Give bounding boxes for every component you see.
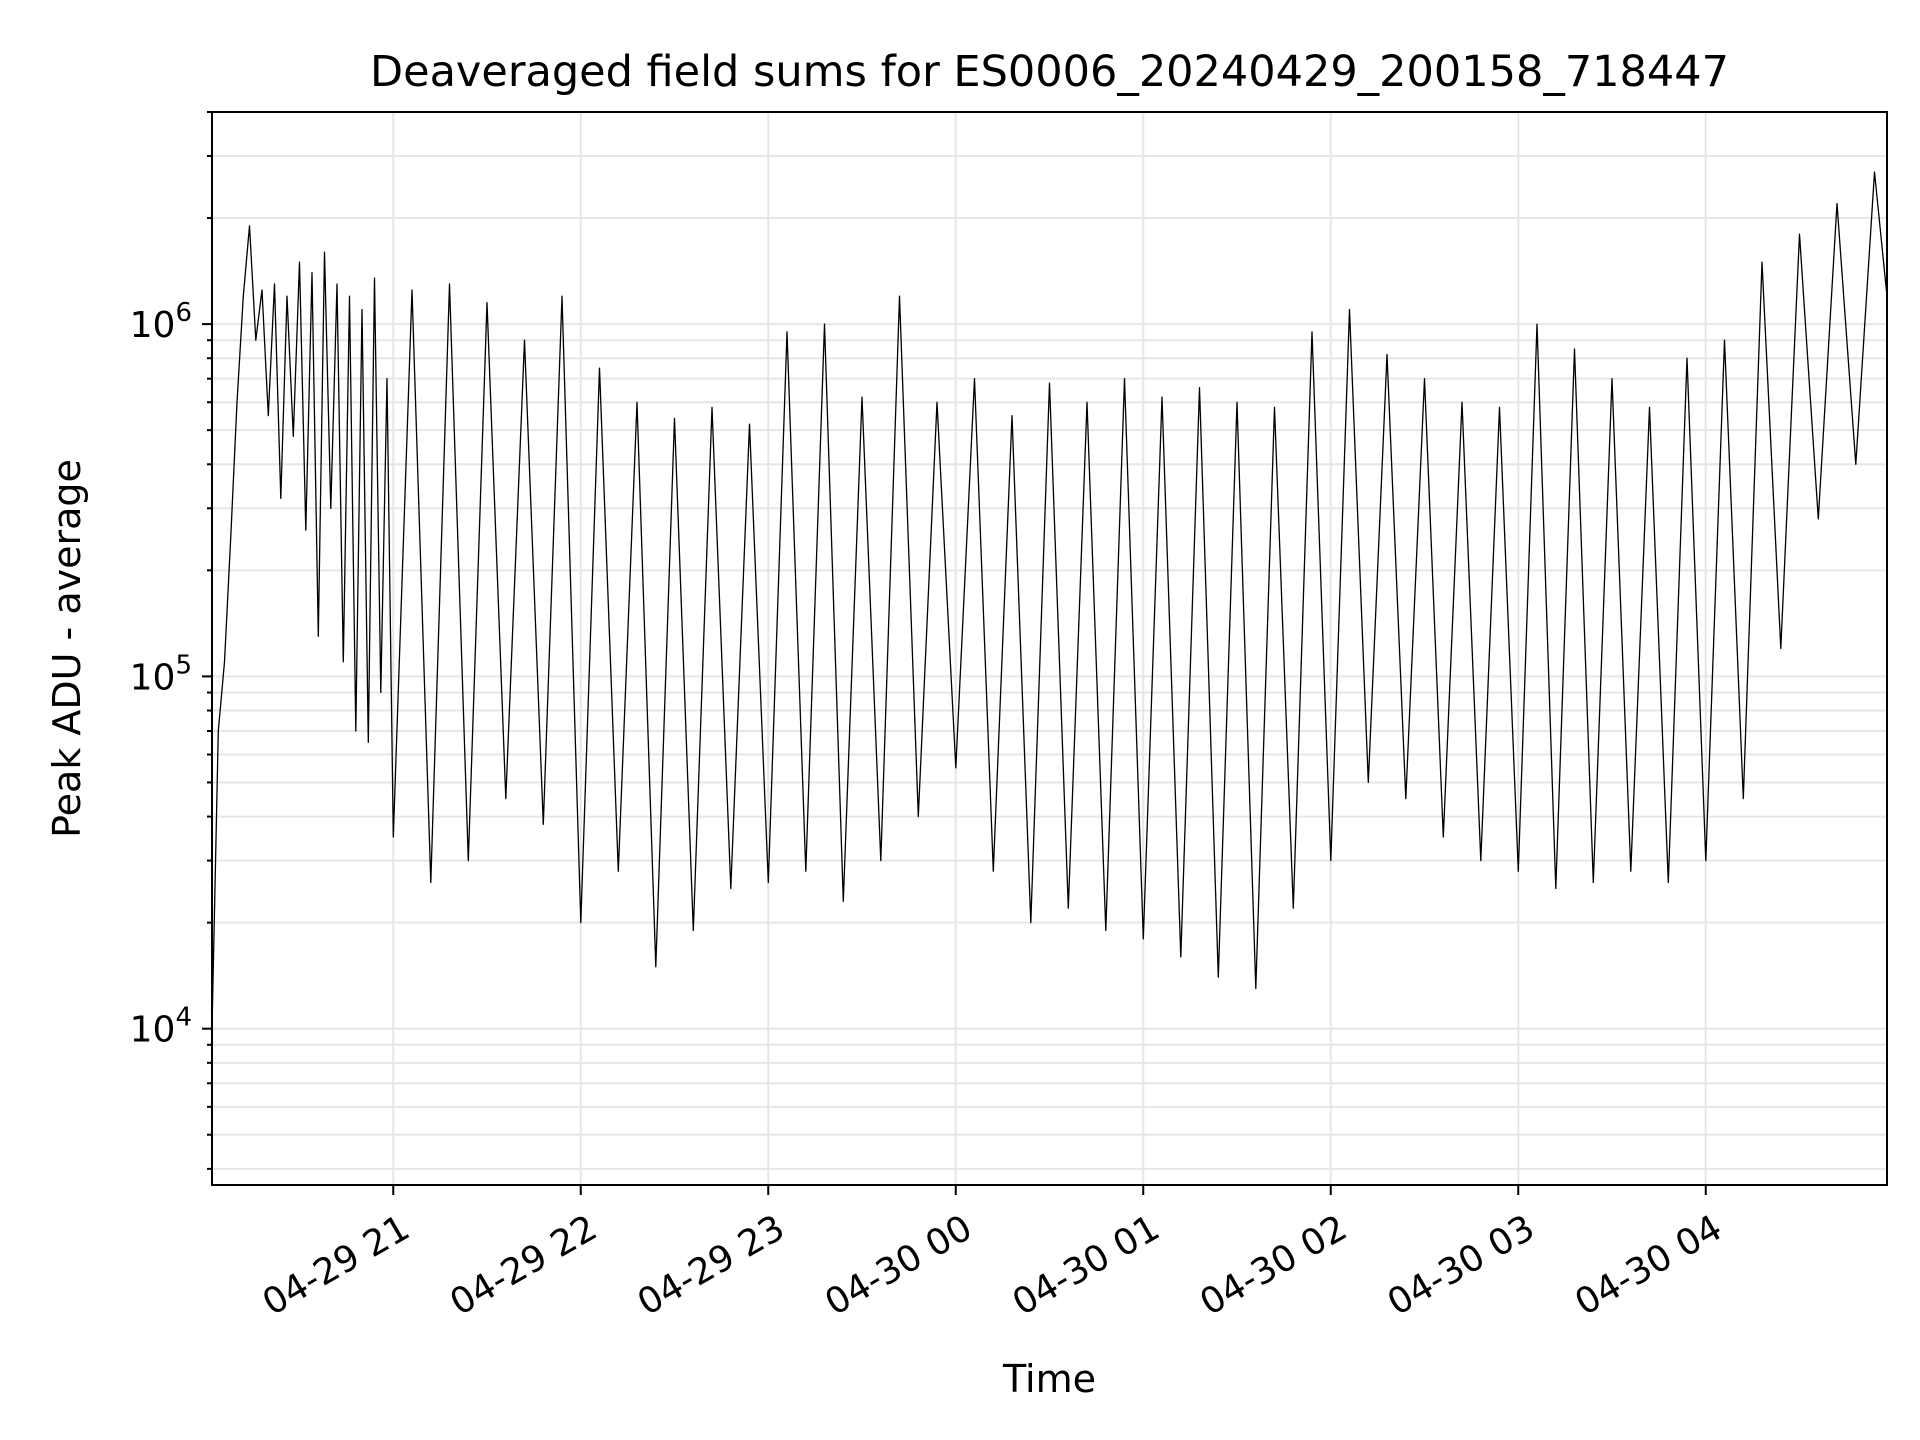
y-tick-base: 10	[130, 305, 176, 346]
series-line	[211, 171, 1888, 1029]
y-tick-label: 105	[130, 650, 192, 698]
y-tick-exponent: 6	[175, 298, 192, 328]
plot-frame	[211, 111, 1888, 1186]
y-tick-label: 106	[130, 298, 192, 346]
y-tick-label: 104	[130, 1003, 192, 1051]
y-tick-exponent: 5	[175, 650, 192, 680]
y-axis-label: Peak ADU - average	[45, 459, 89, 838]
y-tick-exponent: 4	[175, 1003, 192, 1033]
x-axis-label: Time	[1002, 1357, 1096, 1401]
y-tick-base: 10	[130, 1010, 176, 1051]
chart-title: Deaveraged field sums for ES0006_2024042…	[370, 47, 1729, 97]
plot-area	[211, 171, 1888, 1029]
y-tick-base: 10	[130, 657, 176, 698]
grid	[212, 111, 1887, 1185]
